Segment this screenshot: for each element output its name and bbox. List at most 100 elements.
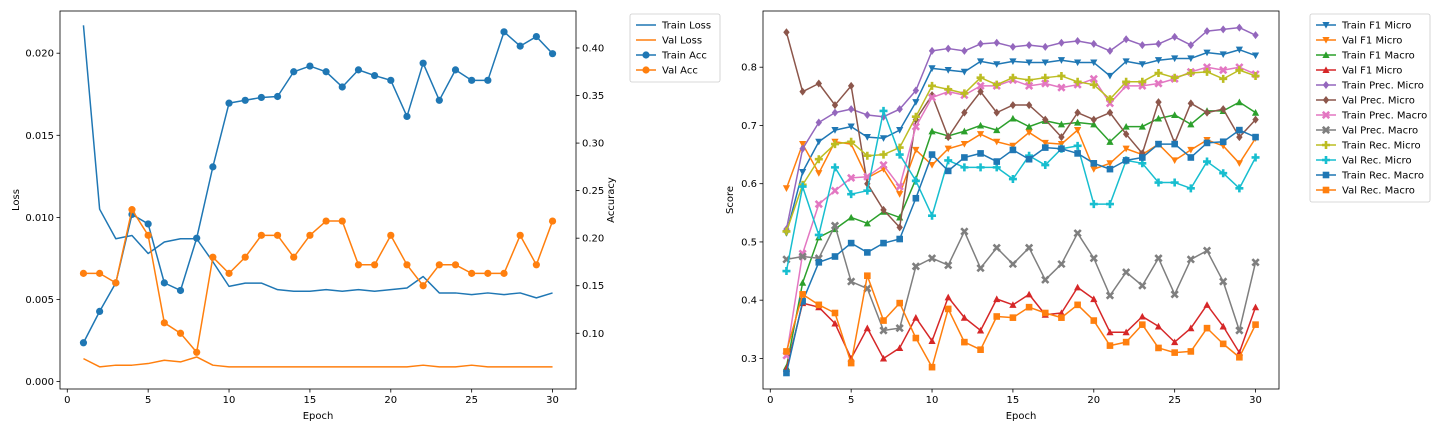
- data-point: [1203, 108, 1211, 117]
- data-point: [354, 261, 363, 269]
- data-point: [1219, 138, 1227, 146]
- data-point: [1106, 138, 1114, 145]
- data-point: [1008, 259, 1018, 269]
- data-point: [548, 50, 557, 58]
- data-point: [815, 138, 823, 146]
- data-point: [830, 163, 839, 172]
- data-point: [1251, 303, 1260, 311]
- legend-item: Val Loss: [636, 36, 702, 47]
- data-point: [371, 261, 379, 269]
- data-point: [1025, 303, 1033, 311]
- y2-tick-label: 0.20: [582, 234, 604, 245]
- data-point: [1041, 79, 1050, 88]
- data-point: [532, 261, 540, 269]
- data-point: [1187, 41, 1195, 50]
- data-point: [1155, 140, 1162, 148]
- data-point: [1057, 57, 1066, 64]
- data-point: [176, 329, 185, 337]
- data-point: [1171, 140, 1178, 148]
- data-point: [419, 59, 427, 67]
- data-point: [879, 135, 888, 142]
- x-tick-label: 5: [145, 395, 151, 406]
- data-point: [435, 261, 443, 269]
- data-point: [1106, 108, 1114, 117]
- data-point: [976, 326, 985, 334]
- data-point: [1235, 326, 1244, 335]
- data-point: [944, 85, 953, 94]
- data-point: [306, 62, 314, 70]
- series-train-rec-macro: [783, 126, 1259, 377]
- data-point: [1138, 81, 1147, 90]
- score-chart: 0 5 10 15 20 25 30 0.3 0.4 0.5 0.6 0.7 0.8 Epoch Sc…: [725, 10, 1431, 422]
- data-point: [290, 68, 298, 76]
- x-ticks: 0 5 10 15 20 25 30: [767, 389, 1262, 406]
- data-point: [830, 221, 840, 230]
- series-line: [785, 274, 1257, 368]
- data-point: [799, 298, 806, 305]
- data-point: [209, 163, 217, 171]
- data-point: [1122, 157, 1130, 164]
- data-point: [1138, 312, 1146, 320]
- legend-frame: [1309, 13, 1431, 203]
- y-axis-label: Loss: [11, 189, 22, 211]
- data-point: [79, 339, 88, 347]
- data-point: [864, 272, 871, 280]
- data-point: [1074, 108, 1081, 117]
- data-point: [799, 87, 806, 96]
- data-point: [1187, 55, 1195, 63]
- series-line: [82, 31, 554, 344]
- data-point: [79, 269, 88, 277]
- data-point: [1251, 52, 1260, 60]
- data-point: [1025, 76, 1034, 85]
- data-point: [1219, 105, 1227, 114]
- legend-item: Train Loss: [636, 21, 711, 32]
- data-point: [847, 359, 855, 367]
- legend-label: Train Prec. Macro: [1341, 111, 1427, 122]
- data-point: [1138, 61, 1146, 68]
- data-point: [1025, 129, 1033, 137]
- data-point: [799, 144, 806, 153]
- series-line: [786, 224, 1257, 332]
- data-point: [176, 286, 185, 295]
- legend-marker: [1321, 110, 1331, 120]
- legend-label: Val Loss: [662, 36, 702, 47]
- legend-label: Train Prec. Micro: [1341, 81, 1424, 92]
- data-point: [879, 106, 888, 115]
- data-point: [1057, 71, 1066, 80]
- data-point: [782, 227, 791, 236]
- legend-label: Val Prec. Macro: [1342, 126, 1418, 137]
- series-line: [785, 286, 1257, 370]
- legend-label: Train F1 Micro: [1341, 21, 1411, 32]
- legend-label: Val Rec. Macro: [1342, 186, 1415, 197]
- legend-label: Train F1 Macro: [1341, 51, 1415, 62]
- y-tick-label: 0.015: [25, 131, 54, 142]
- data-point: [1041, 144, 1049, 151]
- data-point: [1073, 141, 1082, 150]
- data-point: [1186, 184, 1195, 193]
- series-train-loss: [82, 25, 553, 299]
- data-point: [1170, 73, 1179, 82]
- data-point: [928, 91, 936, 100]
- data-point: [928, 363, 936, 371]
- data-point: [1155, 344, 1162, 352]
- data-point: [830, 186, 840, 195]
- data-point: [160, 319, 168, 327]
- data-point: [976, 81, 985, 90]
- data-point: [387, 76, 395, 84]
- series-train-f1-micro: [782, 46, 1260, 237]
- data-point: [976, 58, 985, 65]
- x-tick-label: 5: [848, 395, 854, 406]
- series-val-rec-micro: [782, 106, 1260, 276]
- data-point: [1251, 109, 1260, 116]
- data-point: [863, 186, 872, 195]
- data-point: [879, 150, 888, 159]
- data-point: [896, 223, 903, 232]
- data-point: [879, 326, 888, 335]
- data-point: [144, 231, 152, 239]
- data-point: [1170, 178, 1179, 187]
- x-tick-label: 25: [465, 395, 478, 406]
- data-point: [928, 46, 936, 55]
- data-point: [1187, 154, 1195, 161]
- data-point: [1074, 118, 1082, 126]
- data-point: [1154, 178, 1163, 187]
